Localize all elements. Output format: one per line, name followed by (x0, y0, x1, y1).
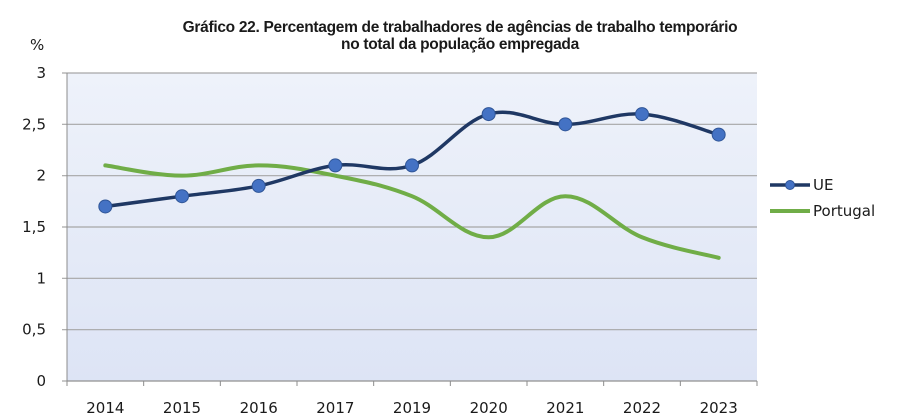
y-tick-label: 1 (36, 269, 46, 287)
data-point (98, 199, 113, 214)
x-tick-label: 2014 (86, 399, 124, 417)
data-point (175, 189, 189, 204)
data-point (328, 158, 343, 173)
legend-label: UE (813, 176, 833, 194)
legend-item-ue: UE (770, 176, 833, 194)
y-tick-label: 0 (36, 372, 46, 390)
x-tick-label: 2019 (393, 399, 431, 417)
x-tick-label: 2022 (623, 399, 661, 417)
chart-title: Gráfico 22. Percentagem de trabalhadores… (80, 19, 840, 53)
data-point (405, 158, 419, 173)
y-tick-label: 3 (36, 64, 46, 82)
y-tick-label: 0,5 (22, 321, 46, 339)
data-point (251, 178, 266, 193)
legend-item-portugal: Portugal (770, 202, 875, 220)
y-tick-label: 2 (36, 167, 46, 185)
data-point (711, 127, 726, 142)
data-point (635, 107, 649, 122)
legend-label: Portugal (813, 202, 875, 220)
chart-title-line1: Gráfico 22. Percentagem de trabalhadores… (182, 19, 738, 36)
x-tick-label: 2015 (163, 399, 201, 417)
chart-title-line2: no total da população empregada (341, 36, 579, 53)
series-portugal (103, 163, 721, 260)
data-point (558, 117, 573, 132)
x-tick-label: 2021 (546, 399, 584, 417)
x-tick-label: 2023 (700, 399, 738, 417)
y-tick-label: 2,5 (22, 115, 46, 133)
series-line-portugal (103, 163, 721, 260)
x-tick-label: 2017 (316, 399, 354, 417)
x-tick-label: 2016 (240, 399, 278, 417)
x-tick-label: 2020 (470, 399, 508, 417)
legend-marker (785, 180, 795, 190)
series-ue (98, 107, 726, 214)
data-point (481, 107, 496, 122)
y-axis-label: % (30, 36, 44, 54)
y-tick-label: 1,5 (22, 218, 46, 236)
